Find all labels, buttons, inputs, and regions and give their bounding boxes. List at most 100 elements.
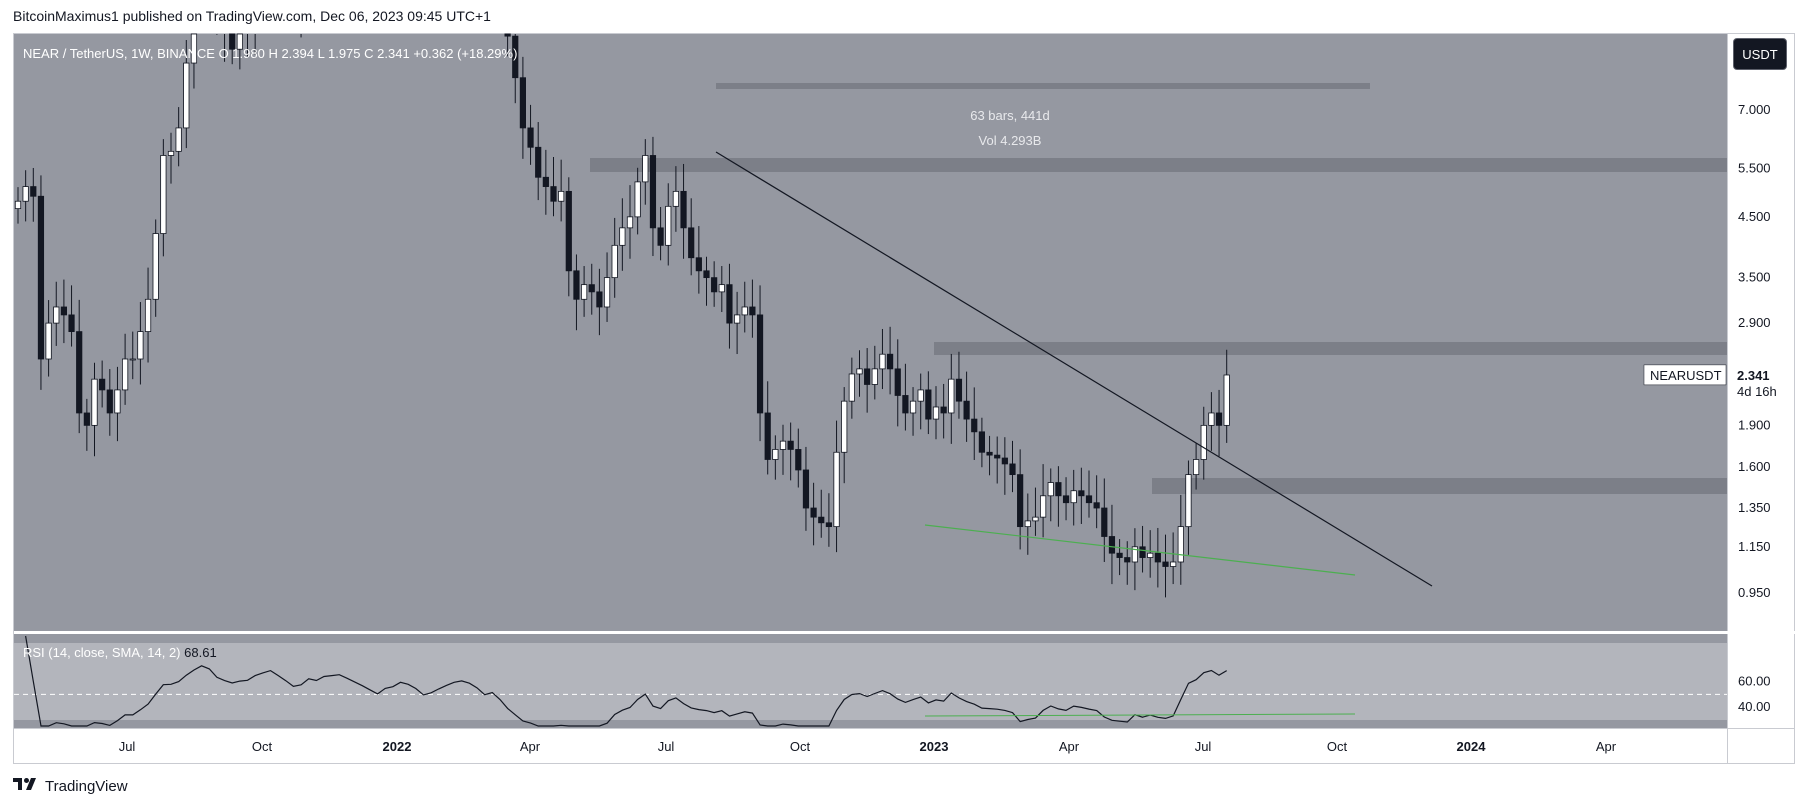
candle-body — [229, 33, 236, 50]
candle-body — [535, 146, 542, 178]
price-tick-label: 4.500 — [1738, 209, 1771, 224]
candle-body — [795, 449, 802, 471]
candle-body — [925, 389, 932, 420]
candle-body — [1078, 490, 1085, 497]
candle-body — [1017, 474, 1024, 528]
candle-body — [99, 378, 106, 391]
candle-body — [787, 440, 794, 450]
rsi-label: RSI (14, close, SMA, 14, 2) — [23, 645, 181, 660]
rsi-band — [14, 643, 1727, 720]
candle-body — [887, 353, 894, 370]
candle-body — [741, 306, 748, 316]
candle-body — [619, 227, 626, 246]
candle-body — [60, 306, 68, 316]
candle-body — [833, 451, 840, 528]
candle-body — [1124, 557, 1131, 563]
price-tag-countdown: 4d 16h — [1737, 384, 1777, 399]
legend-symbol: NEAR / TetherUS, 1W, BINANCE — [23, 46, 215, 61]
candle-body — [1001, 457, 1008, 465]
candle-body — [611, 244, 618, 279]
candle-body — [167, 150, 175, 156]
price-tick-label: 5.500 — [1738, 160, 1771, 175]
candle-body — [1185, 474, 1192, 528]
candle-body — [565, 190, 572, 272]
candle-body — [1108, 536, 1116, 554]
candle-body — [932, 406, 940, 420]
price-tick-label: 1.900 — [1738, 417, 1771, 432]
candle-body — [917, 389, 924, 402]
price-pane — [14, 34, 1727, 631]
measure-bars: 63 bars, 441d — [970, 108, 1050, 123]
candle-body — [114, 389, 121, 414]
candle-body — [1200, 424, 1207, 460]
candle-body — [1147, 552, 1154, 558]
price-tick-label: 7.000 — [1738, 102, 1771, 117]
resistance-zone-upper — [590, 158, 1727, 172]
candle-body — [129, 358, 136, 361]
candle-body — [1215, 412, 1223, 426]
candle-body — [1208, 412, 1215, 426]
rsi-value: 68.61 — [184, 645, 217, 660]
candle-body — [1170, 561, 1177, 567]
candle-body — [596, 291, 603, 308]
rsi-legend: RSI (14, close, SMA, 14, 2) 68.61 — [23, 645, 217, 660]
currency-button[interactable]: USDT — [1733, 38, 1787, 70]
candle-body — [603, 277, 611, 308]
candle-body — [948, 378, 955, 414]
candle-body — [1024, 520, 1031, 528]
candle-body — [1193, 459, 1200, 476]
candle-body — [688, 227, 695, 259]
candle-body — [1177, 526, 1184, 563]
candle-body — [894, 368, 901, 396]
rsi-line — [25, 635, 1228, 727]
publish-header: BitcoinMaximus1 published on TradingView… — [13, 8, 491, 24]
descending-trendline — [715, 151, 1433, 587]
candle-body — [879, 353, 886, 370]
candle-body — [764, 412, 771, 460]
candle-body — [718, 284, 725, 293]
candle-body — [1009, 463, 1016, 476]
candle-body — [22, 186, 29, 202]
candle-body — [749, 306, 756, 316]
symbol-legend: NEAR / TetherUS, 1W, BINANCE O 1.980 H 2… — [23, 46, 517, 61]
time-tick-label: Apr — [1596, 739, 1617, 754]
axis-divider — [1727, 34, 1728, 763]
candle-body — [558, 190, 565, 202]
time-tick-label: Apr — [520, 739, 541, 754]
candle-body — [902, 395, 909, 414]
legend-change: +0.362 (+18.29%) — [413, 46, 518, 61]
legend-low: L 1.975 — [317, 46, 361, 61]
candle-body — [986, 451, 993, 456]
candle-body — [30, 186, 37, 197]
time-tick-label: 2022 — [383, 739, 412, 754]
rsi-support-line — [924, 713, 1356, 717]
candle-body — [1101, 507, 1108, 537]
candle-body — [825, 522, 833, 528]
candle-body — [1062, 495, 1070, 504]
candle-body — [940, 406, 947, 414]
candle-body — [626, 216, 634, 229]
time-tick-label: Jul — [1195, 739, 1212, 754]
price-tag-box — [1733, 364, 1788, 401]
footer-brand[interactable]: TradingView — [13, 777, 128, 795]
candle-body — [1070, 490, 1077, 504]
candle-body — [657, 227, 664, 246]
candle-body — [160, 155, 167, 234]
candle-body — [703, 270, 710, 279]
candle-body — [91, 378, 98, 426]
price-tick-label: 1.350 — [1738, 500, 1771, 515]
candle-body — [83, 412, 90, 426]
candle-body — [909, 400, 917, 414]
candle-body — [963, 400, 970, 420]
candle-body — [856, 368, 863, 375]
candle-body — [581, 284, 588, 300]
time-tick-label: Jul — [119, 739, 136, 754]
candle-body — [1047, 482, 1054, 497]
candle-body — [978, 431, 986, 453]
price-tick-label: 3.500 — [1738, 270, 1771, 285]
candle-body — [1040, 495, 1047, 518]
rsi-tick-label: 40.00 — [1738, 699, 1771, 714]
time-tick-label: Apr — [1059, 739, 1080, 754]
price-tick-label: 0.950 — [1738, 585, 1771, 600]
